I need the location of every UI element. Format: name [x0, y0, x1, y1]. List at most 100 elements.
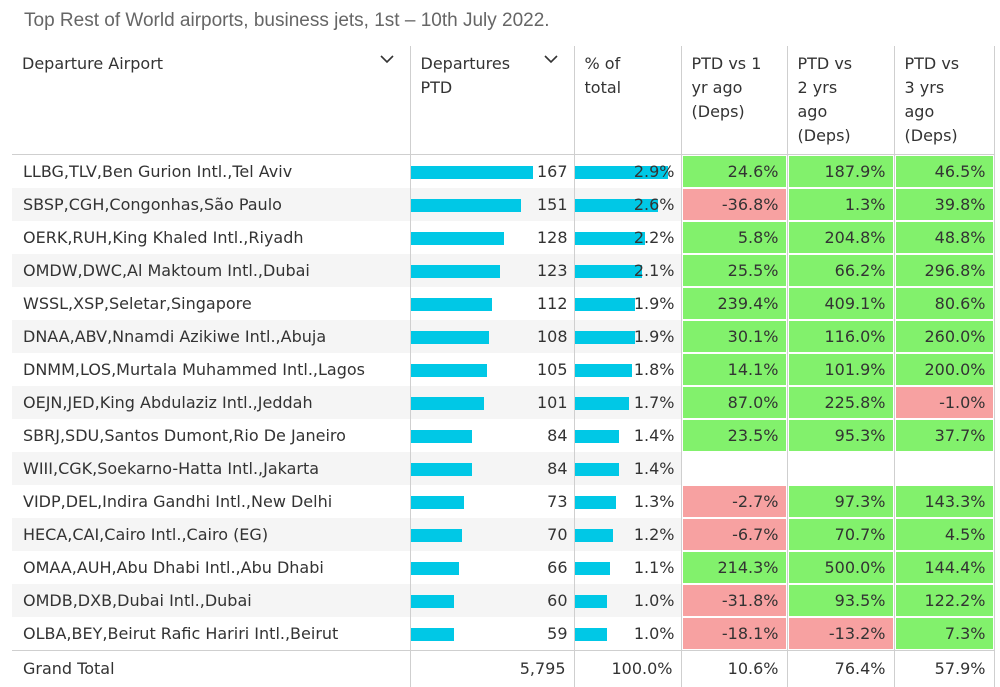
pct-cell: 1.4% — [574, 419, 682, 452]
ptd-vs2-value: 116.0% — [788, 321, 893, 352]
departures-bar — [410, 430, 472, 443]
airport-cell: SBSP,CGH,Congonhas,São Paulo — [12, 188, 411, 221]
ptd-vs3-cell: 200.0% — [894, 353, 995, 386]
header-vs3-label: PTD vs 3 yrs ago (Deps) — [904, 54, 960, 145]
departures-bar — [410, 496, 464, 509]
departures-value: 101 — [536, 393, 568, 412]
table-row: OLBA,BEY,Beirut Rafic Hariri Intl.,Beiru… — [12, 617, 995, 651]
ptd-vs1-value: -6.7% — [682, 519, 786, 550]
ptd-vs2-value: 97.3% — [788, 486, 893, 517]
table-row: WSSL,XSP,Seletar,Singapore 112 1.9% 239.4% 4… — [12, 287, 995, 320]
pct-cell: 2.6% — [574, 188, 682, 221]
pct-bar — [574, 364, 633, 377]
departures-value: 123 — [536, 261, 568, 280]
departures-bar — [410, 199, 521, 212]
ptd-vs2-value: 204.8% — [788, 222, 893, 253]
airports-table: Departure Airport Departures PTD % of to… — [12, 46, 995, 687]
grand-total-departures: 5,795 — [410, 650, 575, 687]
airport-cell: SBRJ,SDU,Santos Dumont,Rio De Janeiro — [12, 419, 411, 452]
pct-value: 1.3% — [633, 492, 675, 511]
table-row: VIDP,DEL,Indira Gandhi Intl.,New Delhi 73… — [12, 485, 995, 518]
chevron-down-icon[interactable] — [543, 54, 558, 64]
ptd-vs2-cell: 409.1% — [787, 287, 895, 320]
pct-value: 1.2% — [633, 525, 675, 544]
ptd-vs3-cell: 46.5% — [894, 154, 995, 188]
ptd-vs3-value: -1.0% — [895, 387, 993, 418]
header-vs1-label: PTD vs 1 yr ago (Deps) — [691, 54, 762, 121]
ptd-vs1-cell: 25.5% — [681, 254, 788, 287]
departures-bar — [410, 232, 504, 245]
header-departure-airport-label: Departure Airport — [22, 54, 164, 73]
airport-cell: OEJN,JED,King Abdulaziz Intl.,Jeddah — [12, 386, 411, 419]
ptd-vs2-cell: 66.2% — [787, 254, 895, 287]
table-row: HECA,CAI,Cairo Intl.,Cairo (EG) 70 1.2% -6.… — [12, 518, 995, 551]
ptd-vs1-cell: 14.1% — [681, 353, 788, 386]
ptd-vs3-cell: 144.4% — [894, 551, 995, 584]
departures-value: 128 — [536, 228, 568, 247]
ptd-vs3-cell — [894, 452, 995, 485]
table-row: OMDW,DWC,Al Maktoum Intl.,Dubai 123 2.1% 25… — [12, 254, 995, 287]
departures-value: 70 — [547, 525, 568, 544]
airport-cell: OMAA,AUH,Abu Dhabi Intl.,Abu Dhabi — [12, 551, 411, 584]
pct-cell: 1.9% — [574, 320, 682, 353]
table-row: SBSP,CGH,Congonhas,São Paulo 151 2.6% -36.8… — [12, 188, 995, 221]
pct-value: 1.4% — [633, 459, 675, 478]
pct-cell: 1.0% — [574, 584, 682, 617]
pct-value: 2.1% — [633, 261, 675, 280]
ptd-vs3-cell: 48.8% — [894, 221, 995, 254]
departures-value: 108 — [536, 327, 568, 346]
departures-bar — [410, 397, 485, 410]
pct-value: 1.7% — [633, 393, 675, 412]
departures-cell: 128 — [410, 221, 575, 254]
header-ptd-vs-3yrs: PTD vs 3 yrs ago (Deps) — [894, 46, 995, 155]
ptd-vs2-cell: -13.2% — [787, 617, 895, 651]
ptd-vs1-value: -36.8% — [682, 189, 786, 220]
departures-bar — [410, 562, 459, 575]
ptd-vs1-value: -31.8% — [682, 585, 786, 616]
header-departures-ptd-label: Departures PTD — [420, 54, 511, 97]
airport-cell: VIDP,DEL,Indira Gandhi Intl.,New Delhi — [12, 485, 411, 518]
ptd-vs2-value: 93.5% — [788, 585, 893, 616]
ptd-vs1-value: 30.1% — [682, 321, 786, 352]
departures-bar — [410, 628, 454, 641]
ptd-vs3-value: 7.3% — [895, 618, 993, 649]
ptd-vs3-cell: 122.2% — [894, 584, 995, 617]
departures-bar — [410, 463, 472, 476]
grand-total-vs1: 10.6% — [681, 650, 788, 687]
airport-cell: WSSL,XSP,Seletar,Singapore — [12, 287, 411, 320]
grand-total-vs2: 76.4% — [787, 650, 895, 687]
ptd-vs2-value: 66.2% — [788, 255, 893, 286]
ptd-vs1-value: -18.1% — [682, 618, 786, 649]
pct-bar — [574, 496, 617, 509]
airport-cell: OMDB,DXB,Dubai Intl.,Dubai — [12, 584, 411, 617]
ptd-vs2-value: 1.3% — [788, 189, 893, 220]
ptd-vs3-cell: 143.3% — [894, 485, 995, 518]
table-row: LLBG,TLV,Ben Gurion Intl.,Tel Aviv 167 2.9… — [12, 154, 995, 188]
grand-total-label: Grand Total — [12, 650, 411, 687]
chevron-down-icon[interactable] — [379, 54, 394, 64]
ptd-vs3-value: 200.0% — [895, 354, 993, 385]
header-vs2-label: PTD vs 2 yrs ago (Deps) — [797, 54, 853, 145]
header-departures-ptd[interactable]: Departures PTD — [410, 46, 575, 155]
ptd-vs3-value: 296.8% — [895, 255, 993, 286]
header-pct-of-total: % of total — [574, 46, 682, 155]
ptd-vs2-cell — [787, 452, 895, 485]
departures-cell: 123 — [410, 254, 575, 287]
grand-total-pct: 100.0% — [574, 650, 682, 687]
header-departure-airport[interactable]: Departure Airport — [12, 46, 411, 155]
ptd-vs1-value: 5.8% — [682, 222, 786, 253]
pct-bar — [574, 463, 620, 476]
departures-cell: 108 — [410, 320, 575, 353]
pct-cell: 1.3% — [574, 485, 682, 518]
pct-value: 1.9% — [633, 294, 675, 313]
airport-cell: LLBG,TLV,Ben Gurion Intl.,Tel Aviv — [12, 154, 411, 188]
ptd-vs3-value: 37.7% — [895, 420, 993, 451]
ptd-vs3-value: 46.5% — [895, 156, 993, 187]
table-row: OMDB,DXB,Dubai Intl.,Dubai 60 1.0% -31.8% 93… — [12, 584, 995, 617]
departures-cell: 105 — [410, 353, 575, 386]
ptd-vs1-cell: 239.4% — [681, 287, 788, 320]
ptd-vs1-value: -2.7% — [682, 486, 786, 517]
ptd-vs3-cell: 4.5% — [894, 518, 995, 551]
header-pct-label: % of total — [584, 54, 622, 97]
table-row: OEJN,JED,King Abdulaziz Intl.,Jeddah 101 1… — [12, 386, 995, 419]
